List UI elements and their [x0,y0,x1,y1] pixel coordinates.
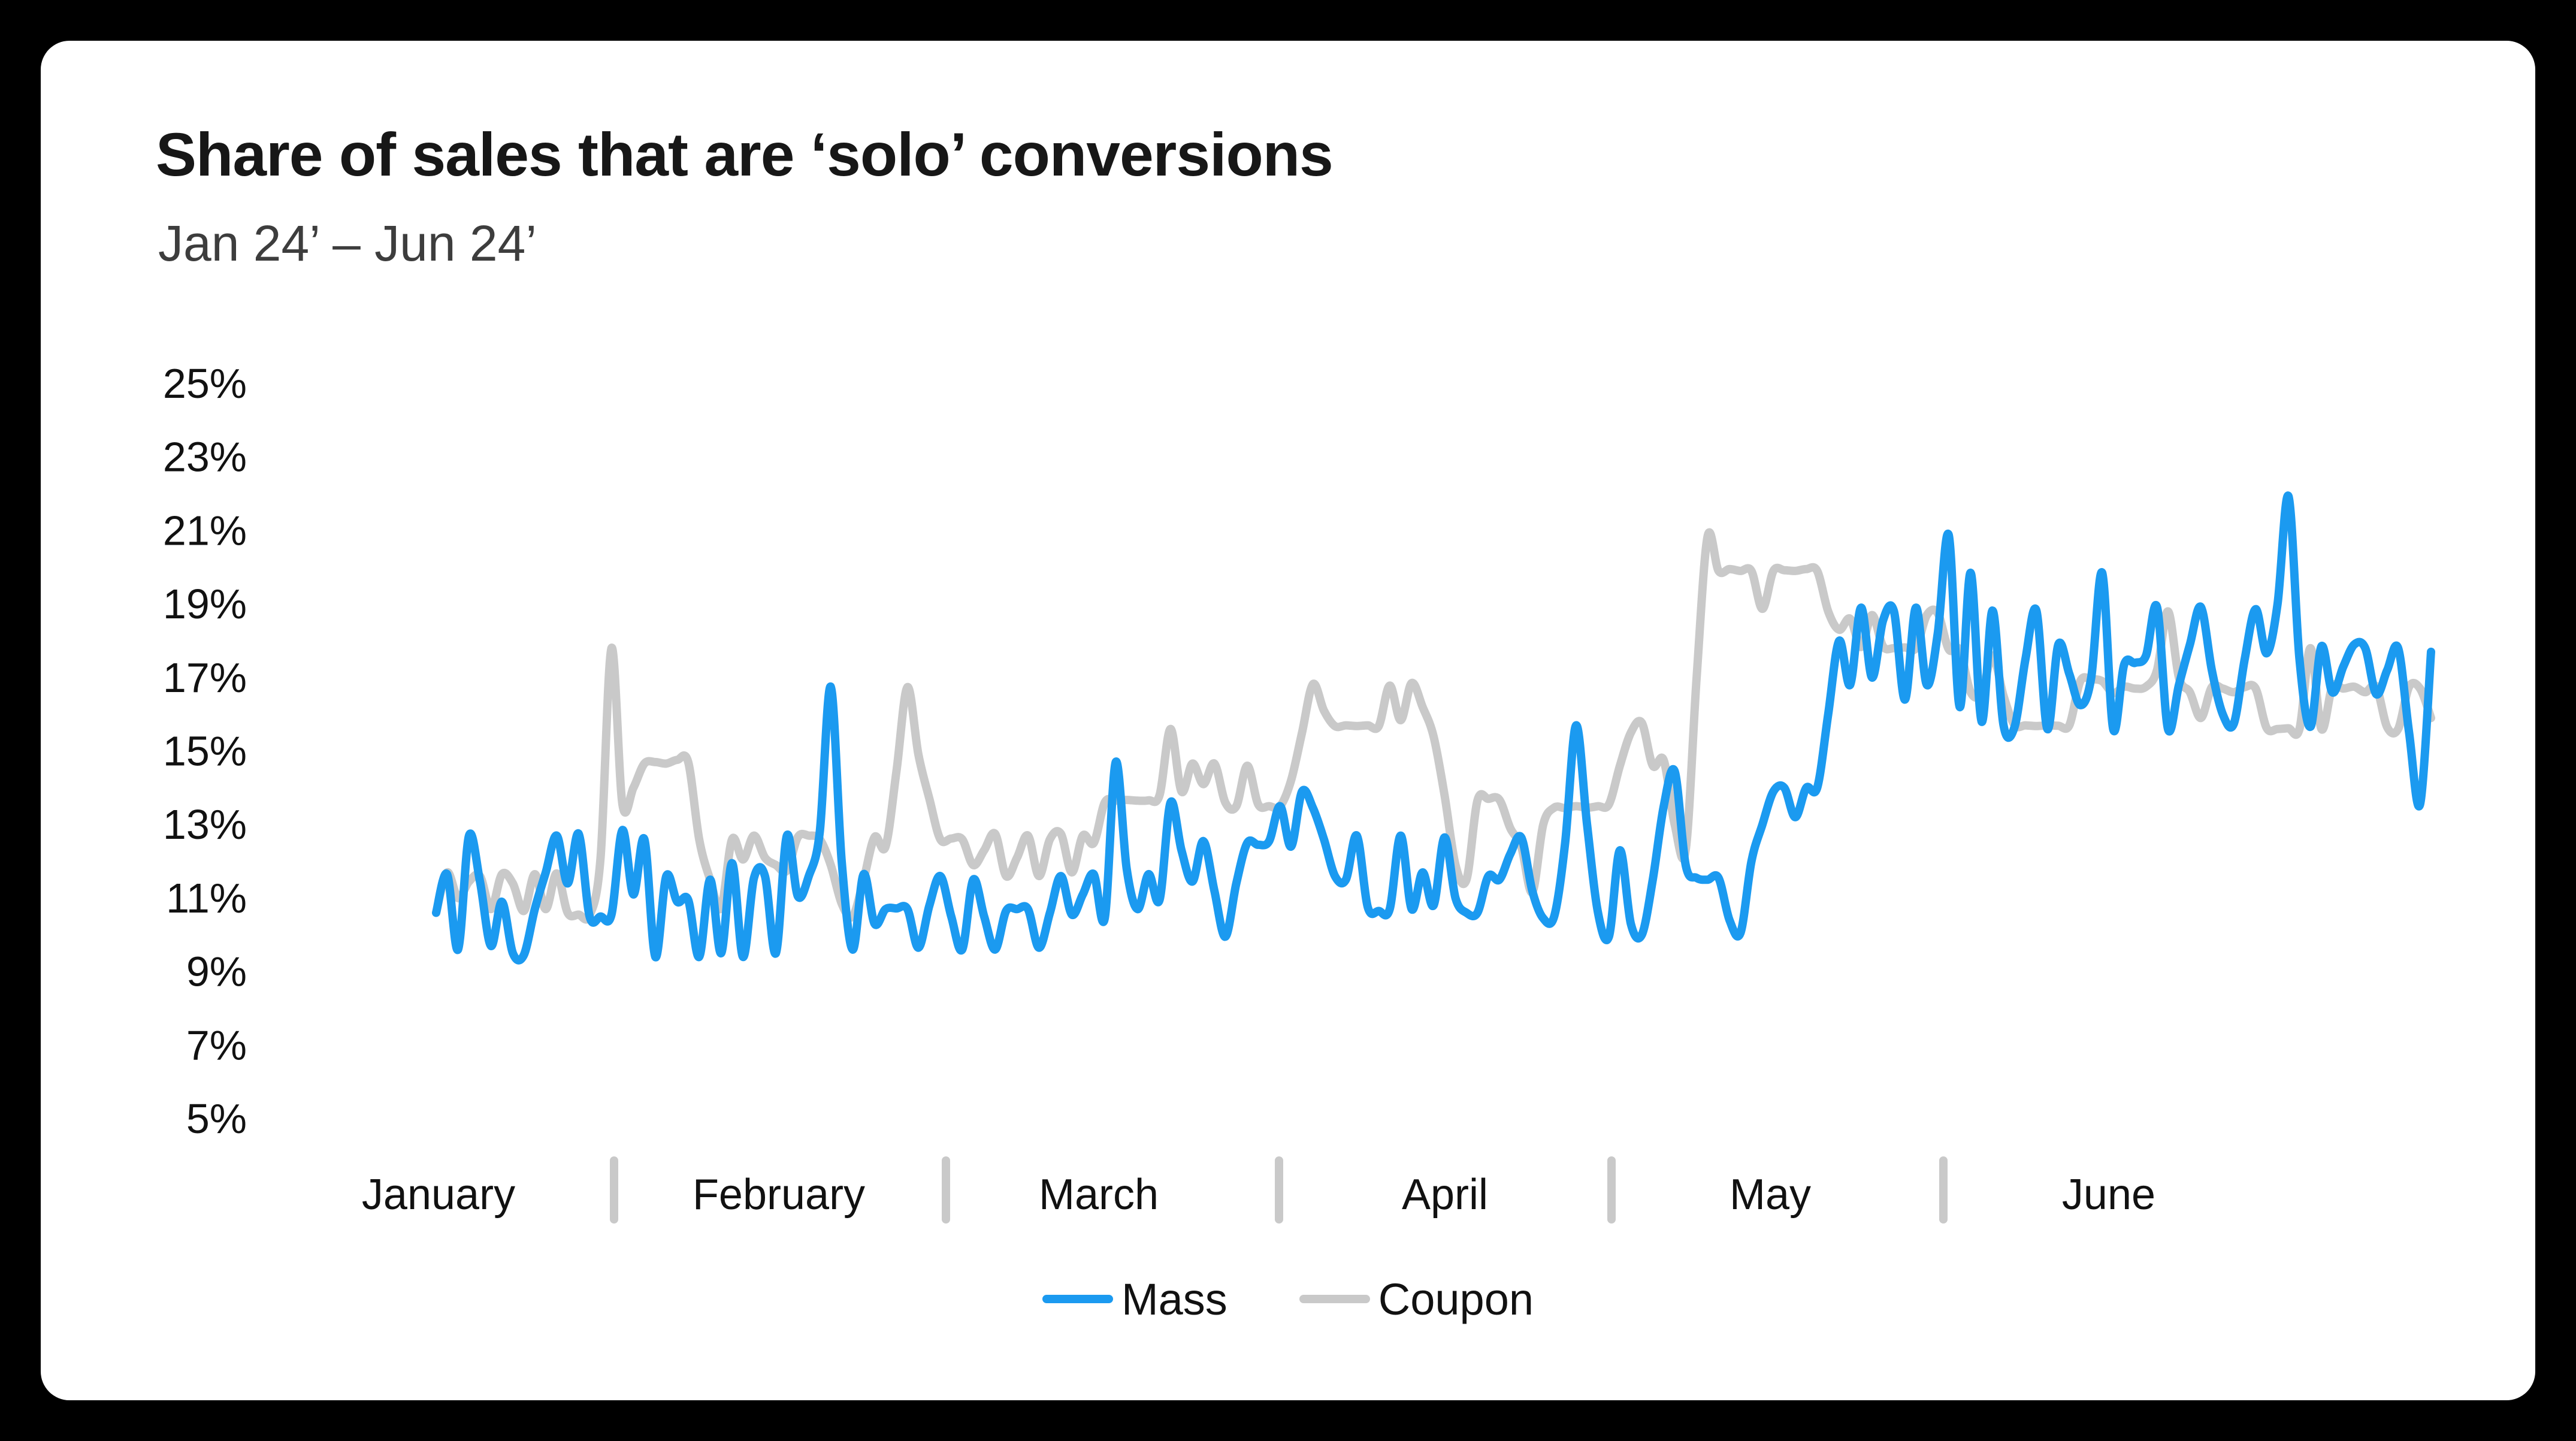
mass-line-swatch-icon [1042,1295,1113,1303]
y-axis-tick-label: 25% [163,360,247,407]
x-axis-month-label: April [1402,1171,1488,1219]
y-axis-tick-label: 19% [163,581,247,627]
y-axis-tick-label: 13% [163,801,247,848]
legend-item-mass: Mass [1042,1274,1227,1325]
y-axis-tick-label: 15% [163,728,247,775]
y-axis-tick-label: 9% [186,948,247,995]
series-line-mass [432,491,2435,965]
x-axis-month-separator [1607,1156,1616,1224]
y-axis-tick-label: 7% [186,1022,247,1068]
x-axis-month-label: June [2062,1171,2155,1219]
legend-item-coupon: Coupon [1299,1274,1534,1325]
x-axis-month-label: January [362,1171,515,1219]
x-axis-month-label: May [1730,1171,1811,1219]
x-axis-month-label: March [1039,1171,1159,1219]
legend-label-mass: Mass [1121,1274,1227,1324]
y-axis-tick-label: 5% [186,1095,247,1142]
coupon-line-swatch-icon [1299,1295,1370,1303]
chart-title: Share of sales that are ‘solo’ conversio… [156,120,1334,189]
y-axis-tick-label: 23% [163,434,247,481]
chart-subtitle: Jan 24’ – Jun 24’ [158,215,537,271]
x-axis-month-label: February [693,1171,865,1219]
x-axis-month-separator [942,1156,950,1224]
y-axis-tick-label: 17% [163,654,247,701]
y-axis-tick-label: 11% [166,875,247,922]
x-axis-month-separator [610,1156,618,1224]
x-axis-month-separator [1275,1156,1283,1224]
legend-label-coupon: Coupon [1378,1274,1534,1324]
x-axis-month-separator [1939,1156,1948,1224]
chart-legend: Mass Coupon [0,1269,2576,1329]
y-axis-tick-label: 21% [163,507,247,554]
